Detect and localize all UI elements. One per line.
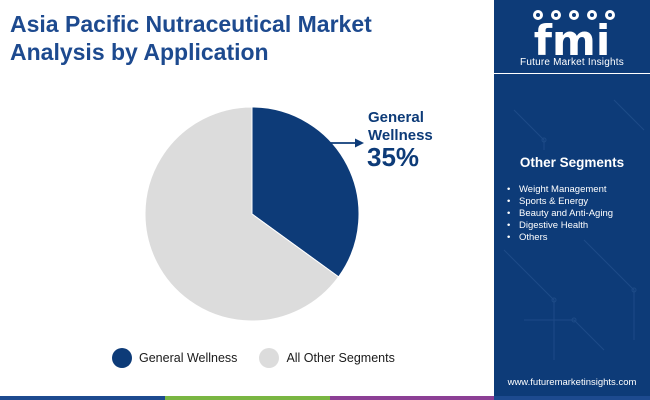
callout-label-line-1: General [368, 109, 424, 126]
segment-item: Beauty and Anti-Aging [507, 208, 613, 220]
pie-slice-general-wellness [251, 106, 360, 278]
pie-slices [144, 106, 360, 322]
logo-divider [494, 73, 650, 74]
segment-item: Weight Management [507, 184, 613, 196]
sidebar-panel: fmi Future Market Insights Other Segment… [494, 0, 650, 400]
fmi-logo: fmi [533, 10, 615, 65]
website-url: www.futuremarketinsights.com [507, 377, 637, 388]
legend-label-all-other-segments: All Other Segments [286, 351, 395, 365]
callout-value: 35% [367, 142, 420, 172]
legend-item-all-other-segments: All Other Segments [259, 348, 395, 368]
callout-label-line-2: Wellness [368, 127, 433, 144]
bottom-bar-segment [494, 396, 650, 400]
logo-wordmark: fmi [534, 16, 610, 65]
legend-label-general-wellness: General Wellness [139, 351, 238, 365]
segment-item: Sports & Energy [507, 196, 613, 208]
legend-item-general-wellness: General Wellness [112, 348, 237, 368]
legend-swatch-general-wellness [112, 348, 132, 368]
bottom-bar-segment [0, 396, 165, 400]
callout-arrow [330, 138, 364, 148]
pie-chart [144, 106, 364, 322]
callout-label: General Wellness [368, 109, 433, 145]
other-segments-list: Weight Management Sports & Energy Beauty… [507, 184, 613, 244]
title-line-1: Asia Pacific Nutraceutical Market [10, 11, 372, 37]
chart-legend: General Wellness All Other Segments [112, 347, 417, 369]
segment-item: Digestive Health [507, 220, 613, 232]
bottom-bar-segment [165, 396, 330, 400]
bottom-color-bar [0, 396, 650, 400]
bottom-bar-segment [330, 396, 494, 400]
title-line-2: Analysis by Application [10, 39, 269, 65]
segment-item: Others [507, 232, 613, 244]
pie-slice-all-other-segments [144, 106, 340, 322]
sidebar-background-pattern [503, 99, 645, 360]
other-segments-title: Other Segments [519, 155, 625, 170]
legend-swatch-all-other-segments [259, 348, 280, 368]
logo-subtitle: Future Market Insights [520, 57, 624, 68]
page-title: Asia Pacific Nutraceutical Market Analys… [10, 10, 480, 66]
